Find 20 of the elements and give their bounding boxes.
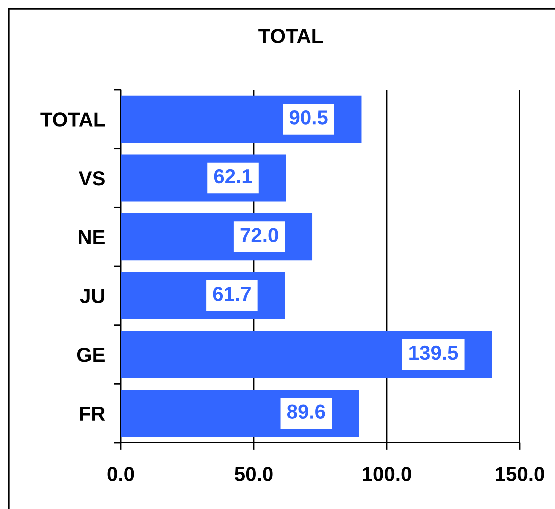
x-tick-label: 150.0 [496,467,544,482]
x-tick-label: 50.0 [235,467,273,482]
y-tick-label: VS [78,171,105,186]
x-tick-label: 0.0 [108,467,134,482]
bar [121,96,362,143]
data-label: 89.6 [287,404,326,419]
x-tick-label: 100.0 [363,467,412,482]
data-label: 62.1 [214,169,252,184]
y-tick-label: GE [77,348,105,362]
chart-title: TOTAL [258,29,324,44]
data-label: 61.7 [213,287,251,302]
data-label: 72.0 [240,228,278,242]
y-tick-label: NE [79,230,105,244]
y-tick-label: FR [80,407,106,421]
bar [121,331,492,378]
data-label: 90.5 [290,110,328,125]
bar [121,390,360,438]
y-tick-label: TOTAL [40,112,106,127]
data-label: 139.5 [410,346,458,360]
y-tick-label: JU [80,289,104,304]
